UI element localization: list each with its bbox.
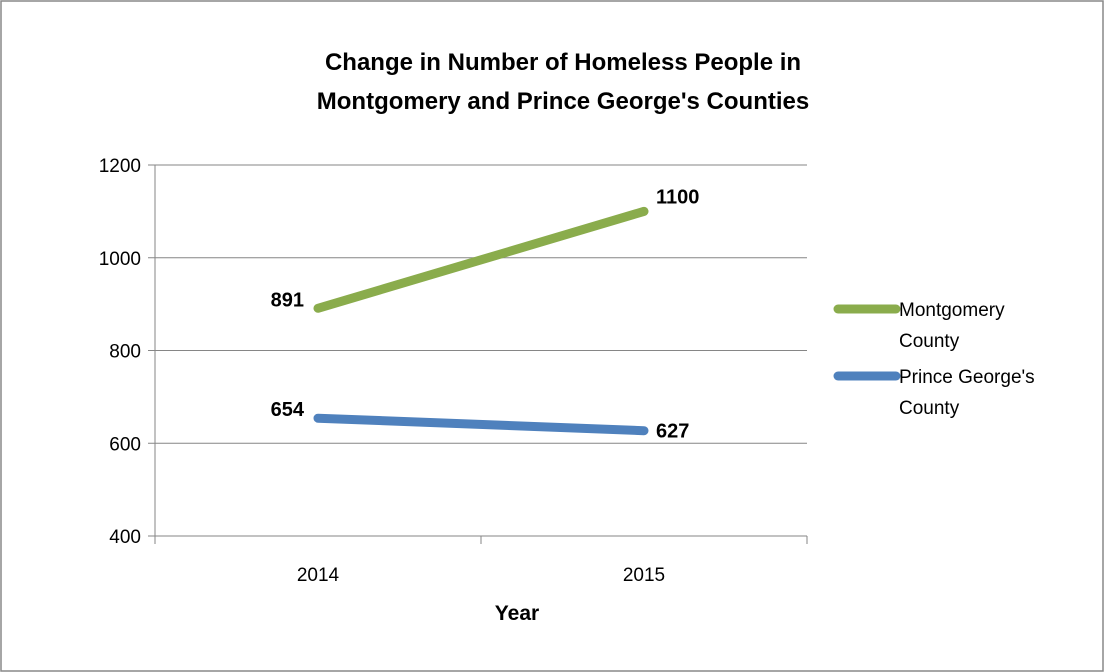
x-tick-labels: 2014 2015 [297,565,665,586]
chart-title-line-2: Montgomery and Prince George's Counties [317,88,809,115]
series-line-0 [313,206,649,313]
legend-label-1-1: County [899,398,960,419]
x-axis-title: Year [495,602,539,625]
y-tick-label-1000: 1000 [99,249,141,270]
series-lines [313,206,649,436]
data-labels: 891 1100 654 627 [271,186,700,442]
y-tick-label-800: 800 [109,342,141,363]
y-tick-label-600: 600 [109,434,141,455]
data-label-s0-p0: 891 [271,289,304,311]
x-tick-label-2015: 2015 [623,565,665,586]
axes [148,164,808,544]
legend-label-1-0: Prince George's [899,367,1035,388]
chart-title-line-1: Change in Number of Homeless People in [325,49,801,76]
y-tick-label-1200: 1200 [99,156,141,177]
data-label-s0-p1: 1100 [656,186,699,208]
data-label-s1-p1: 627 [656,421,689,443]
series-line-1 [313,413,649,436]
legend-label-0-1: County [899,331,960,352]
y-tick-label-400: 400 [109,527,141,548]
data-label-s1-p0: 654 [271,399,305,421]
y-tick-labels: 400 600 800 1000 1200 [99,156,141,548]
legend: Montgomery County Prince George's County [833,300,1035,419]
x-tick-label-2014: 2014 [297,565,340,586]
legend-label-0-0: Montgomery [899,300,1005,321]
